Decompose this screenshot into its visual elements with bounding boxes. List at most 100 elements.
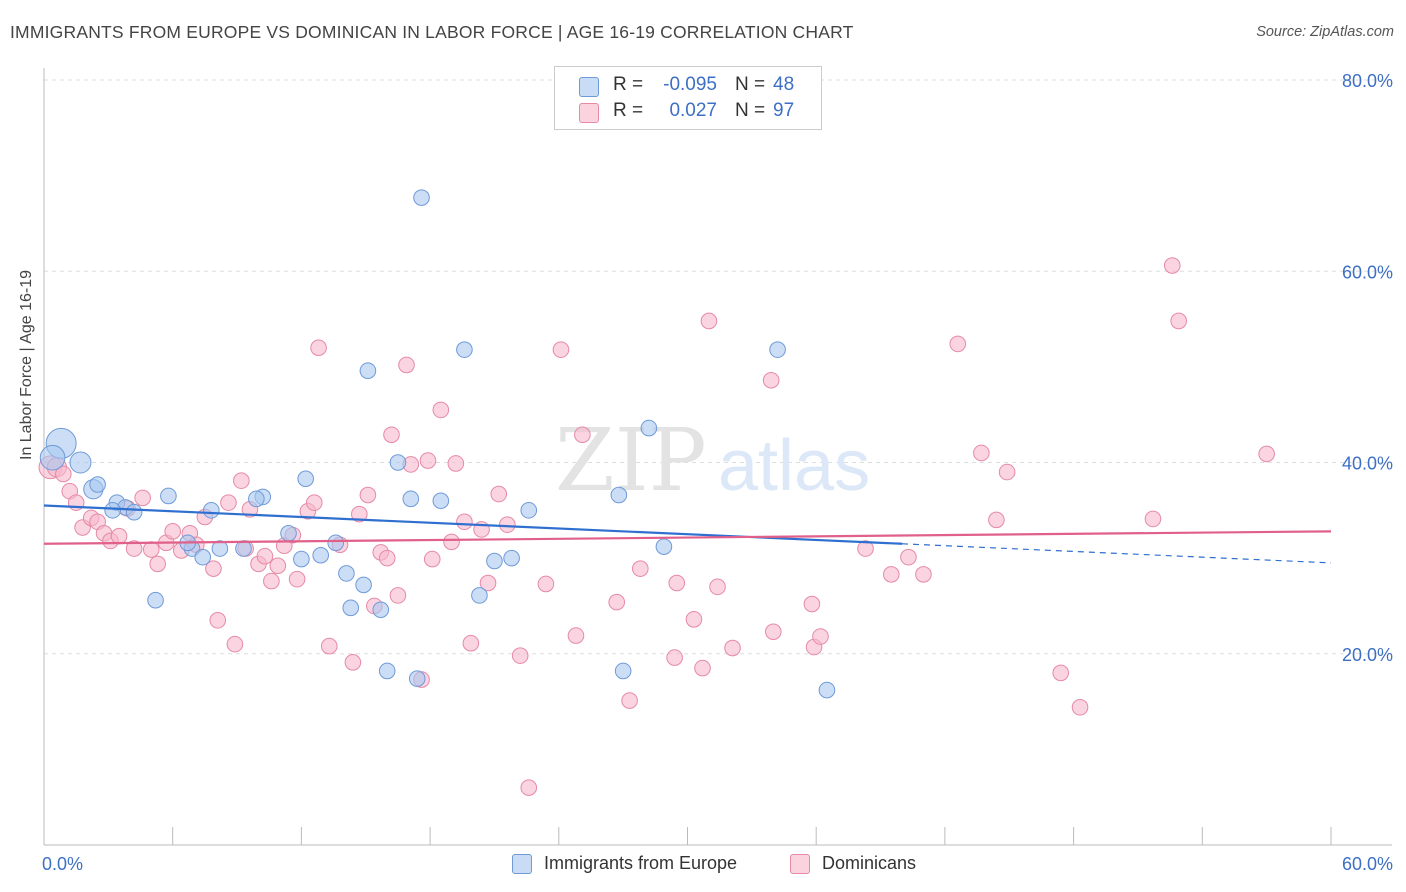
data-point-immigrants: [312, 546, 330, 564]
data-point-immigrants: [248, 490, 265, 508]
data-point-immigrants: [408, 670, 426, 687]
data-point-dominicans: [490, 485, 508, 503]
legend-swatch-immigrants: [579, 77, 599, 97]
data-point-dominicans: [310, 339, 327, 357]
data-point-dominicans: [233, 472, 250, 489]
x-tick-label: 60.0%: [1342, 854, 1393, 874]
data-point-immigrants: [818, 681, 836, 699]
data-point-dominicans: [423, 550, 441, 568]
data-point-immigrants: [297, 470, 314, 488]
y-tick-label: 40.0%: [1342, 454, 1393, 474]
data-point-immigrants: [39, 444, 66, 471]
trend-line-immigrants-extension: [901, 543, 1332, 564]
data-point-dominicans: [378, 549, 396, 567]
data-point-immigrants: [389, 454, 407, 471]
data-point-dominicans: [125, 540, 143, 557]
trend-line-dominicans: [43, 530, 1332, 545]
data-point-dominicans: [511, 647, 529, 664]
y-tick-label: 80.0%: [1342, 71, 1393, 91]
data-point-dominicans: [632, 560, 649, 577]
data-point-immigrants: [655, 538, 673, 555]
data-point-immigrants: [614, 662, 632, 680]
data-point-dominicans: [398, 356, 415, 374]
data-point-immigrants: [338, 565, 355, 582]
data-point-immigrants: [378, 662, 396, 680]
data-point-dominicans: [915, 566, 932, 583]
legend-r-label: R =: [613, 100, 644, 121]
data-point-dominicans: [305, 494, 323, 511]
watermark-atlas: atlas: [718, 426, 870, 506]
data-point-immigrants: [194, 548, 212, 566]
data-point-dominicans: [456, 513, 473, 531]
data-point-dominicans: [765, 623, 782, 641]
x-tick-label: 0.0%: [42, 854, 83, 874]
legend-n-value: 97: [773, 100, 795, 121]
legend-r-label: R =: [613, 74, 644, 95]
data-point-dominicans: [900, 548, 917, 566]
data-point-dominicans: [263, 572, 280, 590]
data-point-immigrants: [147, 591, 164, 609]
data-point-dominicans: [209, 611, 227, 629]
tick-labels: 20.0% 40.0% 60.0% 80.0% 0.0% 60.0%: [42, 71, 1393, 874]
data-point-dominicans: [668, 574, 686, 592]
series-dominicans: [38, 257, 1275, 796]
correlation-legend: R = -0.095 N = 48 R = 0.027 N = 97: [554, 66, 822, 130]
legend-n-label: N =: [735, 74, 766, 95]
data-point-dominicans: [1170, 312, 1188, 330]
data-point-dominicans: [973, 444, 990, 462]
data-point-dominicans: [567, 627, 585, 644]
legend-swatch-dominicans: [579, 103, 599, 123]
data-point-dominicans: [443, 533, 460, 551]
data-point-immigrants: [125, 503, 143, 521]
data-point-dominicans: [110, 527, 128, 545]
data-point-dominicans: [447, 455, 465, 472]
data-point-dominicans: [857, 540, 874, 557]
data-point-dominicans: [988, 511, 1005, 529]
data-point-dominicans: [803, 595, 821, 613]
data-point-immigrants: [769, 341, 786, 358]
data-point-immigrants: [327, 534, 345, 552]
data-point-immigrants: [520, 502, 538, 519]
data-point-dominicans: [882, 566, 900, 583]
data-point-dominicans: [479, 574, 497, 592]
data-point-immigrants: [160, 487, 177, 505]
data-point-dominicans: [419, 452, 437, 469]
y-tick-label: 60.0%: [1342, 262, 1393, 282]
data-point-dominicans: [520, 779, 538, 796]
data-point-immigrants: [640, 419, 658, 437]
data-point-dominicans: [269, 557, 287, 575]
series-immigrants-from-europe: [39, 189, 836, 699]
data-point-dominicans: [320, 637, 338, 655]
data-point-dominicans: [359, 486, 377, 504]
data-point-dominicans: [351, 505, 368, 523]
data-point-immigrants: [293, 550, 310, 568]
data-point-dominicans: [621, 692, 638, 709]
legend-swatch-dominicans: [790, 854, 810, 874]
data-point-dominicans: [1071, 699, 1089, 716]
data-point-dominicans: [694, 659, 711, 677]
trend-lines: [43, 504, 1332, 564]
data-point-dominicans: [164, 523, 181, 540]
data-point-dominicans: [149, 555, 166, 573]
legend-row-immigrants: R = -0.095 N = 48: [555, 74, 821, 100]
data-point-immigrants: [235, 540, 252, 557]
data-point-dominicans: [685, 611, 703, 628]
data-point-dominicans: [462, 634, 480, 652]
watermark-zip: ZIP: [555, 411, 707, 511]
data-point-dominicans: [608, 593, 626, 611]
data-point-immigrants: [355, 576, 372, 594]
data-point-immigrants: [610, 486, 628, 504]
data-point-dominicans: [949, 335, 967, 353]
data-point-dominicans: [552, 341, 570, 358]
legend-n-label: N =: [735, 100, 766, 121]
legend-row-dominicans: R = 0.027 N = 97: [555, 100, 821, 126]
data-point-immigrants: [413, 189, 430, 206]
data-point-dominicans: [537, 575, 555, 593]
data-point-immigrants: [402, 490, 420, 508]
grid-lines: [44, 79, 1392, 655]
data-point-immigrants: [486, 552, 503, 570]
data-point-dominicans: [256, 547, 274, 565]
data-point-dominicans: [666, 649, 683, 666]
watermark: ZIP atlas: [555, 411, 870, 511]
data-point-immigrants: [211, 540, 229, 557]
